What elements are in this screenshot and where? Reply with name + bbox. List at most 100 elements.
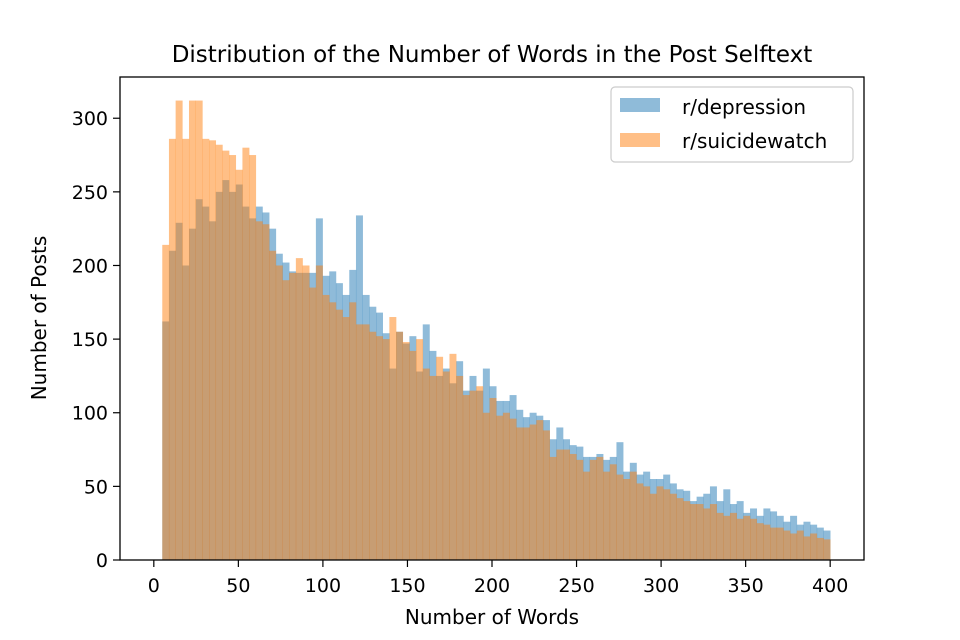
x-tick-label: 150 bbox=[389, 575, 425, 597]
histogram-bar bbox=[803, 536, 811, 560]
y-tick-label: 200 bbox=[72, 255, 108, 277]
histogram-bar bbox=[422, 368, 430, 560]
histogram-bar bbox=[676, 498, 684, 560]
histogram-bar bbox=[188, 100, 196, 560]
x-tick-label: 400 bbox=[812, 575, 848, 597]
histogram-bar bbox=[202, 138, 210, 560]
histogram-bar bbox=[482, 412, 490, 560]
y-ticks: 0 50 100 150 200 250 300 bbox=[72, 108, 120, 572]
histogram-bar bbox=[442, 371, 450, 560]
histogram-bar bbox=[810, 533, 818, 560]
histogram-bar bbox=[229, 155, 237, 561]
histogram-bar bbox=[402, 342, 410, 560]
histogram-bar bbox=[589, 459, 597, 560]
histogram-bar bbox=[396, 331, 404, 560]
histogram-bar bbox=[235, 169, 243, 560]
histogram-bar bbox=[542, 430, 550, 560]
histogram-bar bbox=[716, 512, 724, 560]
histogram-bar bbox=[750, 518, 758, 560]
histogram-bar bbox=[783, 530, 791, 560]
histogram-bar bbox=[563, 449, 570, 560]
chart-title: Distribution of the Number of Words in t… bbox=[172, 42, 813, 68]
histogram-bar bbox=[796, 530, 804, 560]
histogram-bar bbox=[516, 427, 524, 560]
histogram-bar bbox=[609, 464, 617, 560]
bars-layer bbox=[162, 100, 831, 561]
histogram-bar bbox=[436, 356, 444, 560]
histogram-bar bbox=[576, 459, 584, 560]
histogram-bar bbox=[335, 309, 343, 560]
histogram-bar bbox=[549, 456, 557, 560]
y-tick-label: 100 bbox=[72, 403, 108, 425]
legend-label-suicidewatch: r/suicidewatch bbox=[682, 129, 827, 153]
histogram-bar bbox=[262, 224, 270, 560]
histogram-bar bbox=[649, 493, 657, 560]
histogram-bar bbox=[182, 138, 190, 560]
histogram-bar bbox=[349, 302, 357, 560]
histogram-bar bbox=[723, 515, 731, 560]
x-tick-label: 250 bbox=[558, 575, 594, 597]
histogram-bar bbox=[329, 302, 337, 560]
histogram-bar bbox=[703, 508, 711, 560]
histogram-bar bbox=[382, 339, 390, 560]
x-tick-label: 200 bbox=[474, 575, 510, 597]
histogram-bar bbox=[209, 140, 217, 560]
histogram-bar bbox=[175, 100, 183, 560]
x-tick-label: 0 bbox=[148, 575, 160, 597]
histogram-bar bbox=[770, 527, 778, 560]
histogram-bar bbox=[569, 453, 577, 560]
histogram-bar bbox=[289, 272, 297, 560]
histogram-bar bbox=[736, 518, 744, 560]
histogram-bar bbox=[462, 395, 470, 560]
y-tick-label: 300 bbox=[72, 108, 108, 130]
series-suicidewatch bbox=[162, 100, 831, 561]
histogram-bar bbox=[603, 471, 611, 560]
legend-swatch-suicidewatch bbox=[620, 133, 660, 147]
histogram-bar bbox=[616, 474, 624, 560]
histogram-bar bbox=[302, 265, 310, 560]
histogram-bar bbox=[502, 412, 510, 560]
histogram-bar bbox=[249, 155, 257, 561]
histogram-bar bbox=[663, 489, 671, 560]
histogram-bar bbox=[729, 512, 737, 560]
histogram-bar bbox=[509, 418, 517, 560]
histogram-bar bbox=[790, 533, 798, 560]
histogram-bar bbox=[529, 424, 537, 560]
histogram-bar bbox=[449, 353, 457, 560]
legend-box bbox=[610, 86, 854, 163]
histogram-bar bbox=[195, 100, 203, 560]
histogram-bar bbox=[656, 486, 664, 560]
histogram-bar bbox=[389, 317, 397, 560]
y-tick-label: 150 bbox=[72, 329, 108, 351]
histogram-bar bbox=[369, 331, 377, 560]
histogram-bar bbox=[269, 250, 277, 560]
histogram-bar bbox=[776, 527, 784, 560]
histogram-bar bbox=[489, 398, 497, 560]
legend-swatch-depression bbox=[620, 98, 660, 112]
histogram-bar bbox=[536, 420, 544, 560]
histogram-bar bbox=[763, 524, 771, 560]
histogram-bar bbox=[696, 504, 704, 560]
x-tick-label: 100 bbox=[305, 575, 341, 597]
histogram-bar bbox=[255, 221, 263, 560]
histogram-bar bbox=[522, 427, 530, 560]
histogram-bar bbox=[643, 486, 651, 560]
histogram-bar bbox=[636, 483, 644, 560]
x-axis-label: Number of Words bbox=[405, 605, 579, 629]
histogram-bar bbox=[496, 415, 504, 560]
histogram-bar bbox=[416, 339, 424, 560]
histogram-bar bbox=[709, 504, 717, 560]
histogram-bar bbox=[222, 150, 230, 560]
histogram-bar bbox=[429, 375, 437, 560]
histogram-bar bbox=[376, 336, 383, 560]
x-ticks: 0 50 100 150 200 250 300 350 400 bbox=[148, 560, 848, 597]
histogram-bar bbox=[756, 523, 764, 560]
histogram-bar bbox=[355, 324, 363, 560]
histogram-bar bbox=[275, 265, 283, 560]
histogram-bar bbox=[816, 537, 824, 560]
histogram-bar bbox=[469, 390, 477, 560]
histogram-bar bbox=[683, 501, 691, 560]
histogram-bar bbox=[309, 287, 317, 560]
histogram-bar bbox=[456, 375, 464, 560]
